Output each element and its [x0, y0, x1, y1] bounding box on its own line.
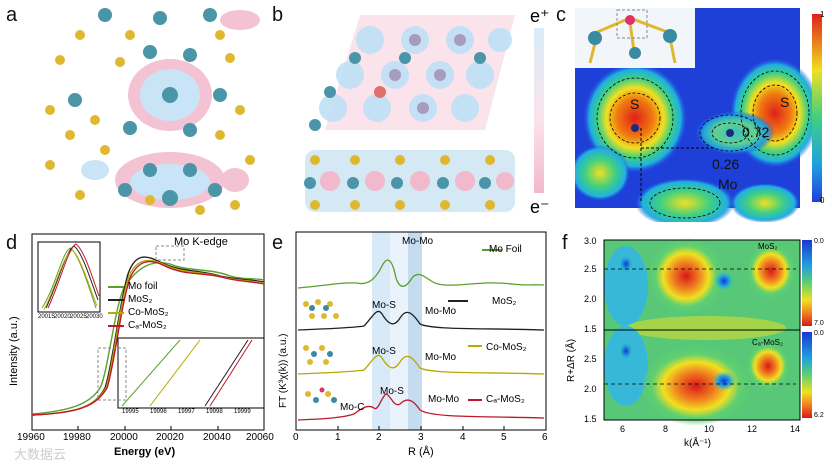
f-xtick-0: 6 — [620, 424, 626, 434]
f-xtick-1: 8 — [663, 424, 669, 434]
c-value-072: 0.72 — [742, 124, 770, 140]
panel-c-contour — [575, 8, 822, 222]
d-inset-r-tick-1: 19996 — [150, 409, 167, 415]
e-xtick-1: 1 — [335, 432, 341, 443]
e-xtick-0: 0 — [293, 432, 299, 443]
d-xtick-3: 20020 — [156, 432, 184, 443]
d-inset-r-tick-2: 19997 — [178, 409, 195, 415]
panel-c-label: c — [556, 4, 566, 26]
f-ylabel: R+ΔR (Å) — [566, 338, 577, 382]
f-top-title: MoS₂ — [758, 242, 778, 251]
e-peak-3: Mo-S — [372, 346, 396, 357]
e-xtick-2: 2 — [376, 432, 382, 443]
f-xtick-2: 10 — [704, 424, 715, 434]
d-inset-l-tick-1: 20020 — [54, 314, 71, 320]
f-cb-bottom-min: 6.2 — [814, 412, 824, 419]
d-inset-r-tick-3: 19998 — [206, 409, 223, 415]
panel-a-structure — [45, 8, 260, 215]
d-legend-0: Mo foil — [128, 281, 158, 292]
e-xtick-4: 4 — [460, 432, 466, 443]
e-series-1: MoS₂ — [492, 296, 517, 307]
d-inset-l-tick-0: 20015 — [38, 314, 55, 320]
c-value-026: 0.26 — [712, 156, 740, 172]
f-cb-bottom-max: 0.0 — [814, 330, 824, 337]
f-ytick-bottom-1: 2.0 — [584, 384, 597, 394]
c-cb-top: 1 — [820, 10, 825, 19]
e-peak-4: Mo-Mo — [425, 352, 457, 363]
e-xtick-3: 3 — [418, 432, 424, 443]
d-xtick-2: 20000 — [110, 432, 138, 443]
e-peak-6: Mo-Mo — [428, 394, 460, 405]
f-xtick-4: 14 — [790, 424, 801, 434]
e-xtick-6: 6 — [542, 432, 548, 443]
e-xlabel: R (Å) — [408, 446, 434, 458]
f-ytick-top-2: 2.0 — [584, 294, 597, 304]
d-xtick-5: 20060 — [246, 432, 274, 443]
e-peak-2: Mo-Mo — [425, 306, 457, 317]
d-legend-1: MoS₂ — [128, 294, 153, 305]
d-ylabel: Intensity (a.u.) — [8, 316, 20, 386]
d-title: Mo K-edge — [174, 236, 228, 248]
c-atom-mo: Mo — [718, 176, 738, 192]
d-xtick-1: 19980 — [63, 432, 91, 443]
d-legend-2: Co-MoS₂ — [128, 307, 169, 318]
f-ytick-top-0: 3.0 — [584, 236, 597, 246]
f-cb-top-min: 7.0 — [814, 320, 824, 327]
panel-e-chart — [295, 231, 547, 431]
panel-b-colorbar — [534, 28, 544, 193]
e-peak-7: Mo-C — [340, 402, 365, 413]
panel-f-label: f — [562, 232, 568, 254]
e-series-0: Mo Foil — [489, 244, 522, 255]
watermark: 大数据云 — [14, 447, 67, 462]
d-xlabel: Energy (eV) — [114, 446, 176, 458]
panel-f-wavelet — [603, 238, 812, 426]
e-peak-0: Mo-Mo — [402, 236, 434, 247]
c-atom-s-right: S — [780, 94, 790, 110]
panel-a-label: a — [6, 4, 18, 26]
panel-b-positive-label: e⁺ — [530, 6, 550, 26]
f-ytick-bottom-2: 1.5 — [584, 414, 597, 424]
d-inset-r-tick-0: 19995 — [122, 409, 139, 415]
f-ytick-top-1: 2.5 — [584, 264, 597, 274]
f-cb-top-max: 0.0 — [814, 238, 824, 245]
e-ylabel: FT (K³χ(k)) (a.u.) — [278, 333, 289, 408]
d-inset-l-tick-2: 20025 — [70, 314, 87, 320]
d-legend-3: Cₐ-MoS₂ — [128, 320, 167, 331]
panel-d-label: d — [6, 232, 18, 254]
d-xtick-4: 20040 — [203, 432, 231, 443]
e-xtick-5: 5 — [501, 432, 507, 443]
panel-b-structure — [304, 15, 515, 212]
f-bottom-title: Cₐ-MoS₂ — [752, 338, 783, 347]
panel-e-label: e — [272, 232, 284, 254]
panel-b-label: b — [272, 4, 284, 26]
e-series-3: Cₐ-MoS₂ — [486, 394, 525, 405]
panel-d-chart — [31, 233, 265, 431]
e-peak-5: Mo-S — [380, 386, 404, 397]
f-xlabel: k(Å⁻¹) — [684, 438, 711, 449]
d-inset-r-tick-4: 19999 — [234, 409, 251, 415]
e-peak-1: Mo-S — [372, 300, 396, 311]
e-series-2: Co-MoS₂ — [486, 342, 527, 353]
panel-b-negative-label: e⁻ — [530, 197, 550, 217]
f-ytick-top-3: 1.5 — [584, 324, 597, 334]
d-inset-l-tick-3: 20030 — [86, 314, 103, 320]
c-atom-s-left: S — [630, 96, 640, 112]
c-cb-bottom: 0 — [820, 196, 825, 205]
f-xtick-3: 12 — [747, 424, 758, 434]
d-xtick-0: 19960 — [17, 432, 45, 443]
f-ytick-bottom-0: 2.5 — [584, 354, 597, 364]
